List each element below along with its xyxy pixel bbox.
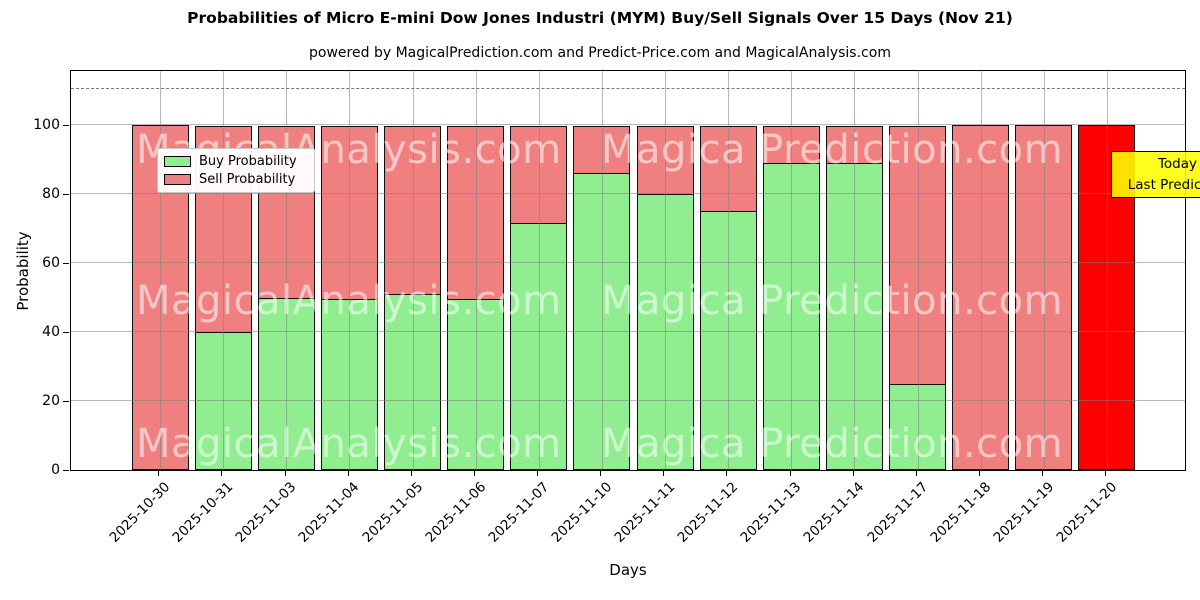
gridline-vertical bbox=[917, 71, 919, 470]
gridline-vertical bbox=[665, 71, 667, 470]
gridline-vertical bbox=[1043, 71, 1045, 470]
gridline-horizontal bbox=[71, 331, 1185, 332]
gridline-vertical bbox=[728, 71, 730, 470]
chart-subtitle: powered by MagicalPrediction.com and Pre… bbox=[309, 45, 891, 61]
gridline-vertical bbox=[286, 71, 288, 470]
x-tick-mark bbox=[473, 471, 475, 476]
y-tick-label: 20 bbox=[42, 393, 60, 409]
x-axis-label: Days bbox=[609, 561, 647, 579]
gridline-vertical bbox=[791, 71, 793, 470]
y-tick-label: 40 bbox=[42, 324, 60, 340]
gridline-horizontal bbox=[71, 193, 1185, 194]
gridline-vertical bbox=[160, 71, 161, 470]
y-tick-mark bbox=[63, 470, 69, 472]
dashed-threshold-line bbox=[71, 87, 1185, 89]
x-tick-mark bbox=[978, 471, 980, 476]
x-tick-mark bbox=[158, 471, 160, 476]
today-annotation: Today Last Prediction bbox=[1111, 151, 1200, 198]
y-tick-label: 0 bbox=[51, 462, 60, 478]
y-tick-mark bbox=[63, 125, 69, 127]
x-tick-mark bbox=[537, 471, 539, 476]
legend-item-label: Buy Probability bbox=[199, 153, 297, 169]
chart-title: Probabilities of Micro E-mini Dow Jones … bbox=[187, 9, 1013, 27]
gridline-horizontal bbox=[71, 124, 1185, 125]
y-tick-mark bbox=[63, 401, 69, 403]
y-tick-mark bbox=[63, 332, 69, 334]
x-tick-mark bbox=[410, 471, 412, 476]
sell-swatch-icon bbox=[164, 174, 191, 186]
legend-item: Sell Probability bbox=[164, 172, 308, 187]
x-tick-mark bbox=[221, 471, 223, 476]
gridline-horizontal bbox=[71, 262, 1185, 263]
x-tick-mark bbox=[1105, 471, 1107, 476]
gridline-vertical bbox=[223, 71, 225, 470]
legend-item-label: Sell Probability bbox=[199, 172, 296, 188]
legend: Buy Probability Sell Probability bbox=[157, 148, 315, 193]
gridline-horizontal bbox=[71, 400, 1185, 401]
x-tick-mark bbox=[347, 471, 349, 476]
today-annotation-line2: Last Prediction bbox=[1127, 176, 1200, 193]
x-tick-mark bbox=[663, 471, 665, 476]
plot-area: Buy Probability Sell Probability Today La… bbox=[70, 70, 1200, 471]
x-tick-mark bbox=[789, 471, 791, 476]
buy-swatch-icon bbox=[164, 155, 191, 167]
x-tick-mark bbox=[852, 471, 854, 476]
y-tick-label: 60 bbox=[42, 255, 60, 271]
gridline-vertical bbox=[854, 71, 856, 470]
y-tick-label: 100 bbox=[33, 117, 60, 133]
gridline-vertical bbox=[475, 71, 477, 470]
x-tick-mark bbox=[284, 471, 286, 476]
x-tick-mark bbox=[1042, 471, 1044, 476]
x-tick-mark bbox=[726, 471, 728, 476]
gridline-vertical bbox=[980, 71, 982, 470]
gridline-vertical bbox=[1106, 71, 1108, 470]
gridline-vertical bbox=[349, 71, 351, 470]
gridline-vertical bbox=[601, 71, 603, 470]
y-tick-label: 80 bbox=[42, 186, 60, 202]
y-tick-mark bbox=[63, 263, 69, 265]
gridline-vertical bbox=[412, 71, 414, 470]
x-tick-mark bbox=[915, 471, 917, 476]
gridline-vertical bbox=[538, 71, 540, 470]
x-tick-mark bbox=[600, 471, 602, 476]
legend-item: Buy Probability bbox=[164, 154, 308, 169]
y-tick-mark bbox=[63, 194, 69, 196]
today-annotation-line1: Today bbox=[1157, 156, 1198, 173]
